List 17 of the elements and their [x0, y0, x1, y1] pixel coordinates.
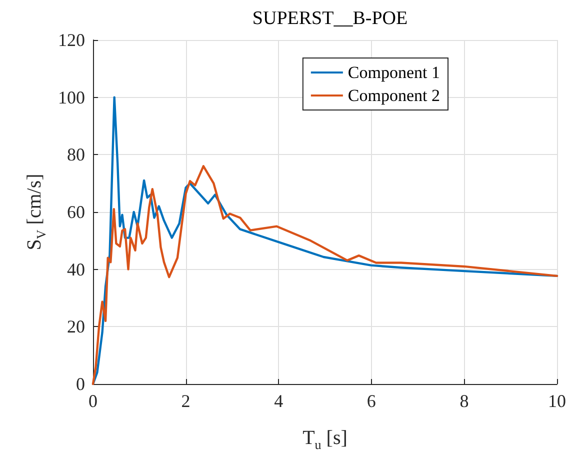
x-tick-label: 4: [274, 391, 284, 411]
legend-label: Component 2: [348, 86, 440, 105]
x-tick-label: 6: [366, 391, 376, 411]
x-tick-label: 0: [88, 391, 98, 411]
y-tick-label: 80: [67, 144, 85, 165]
x-tick-label: 2: [181, 391, 190, 411]
y-tick-label: 0: [76, 374, 85, 394]
y-tick-label: 20: [67, 316, 85, 337]
y-tick-label: 60: [67, 202, 85, 222]
y-tick-label: 120: [58, 30, 85, 50]
y-tick-label: 40: [67, 259, 85, 280]
x-axis-title: T$_{u}$ [s]: [302, 427, 348, 452]
y-tick-label: 100: [58, 87, 85, 108]
x-tick-label: 10: [548, 391, 566, 411]
x-tick-label: 8: [460, 391, 469, 411]
chart-title: SUPERST__B-POE: [252, 8, 408, 29]
legend-label: Component 1: [348, 63, 440, 82]
